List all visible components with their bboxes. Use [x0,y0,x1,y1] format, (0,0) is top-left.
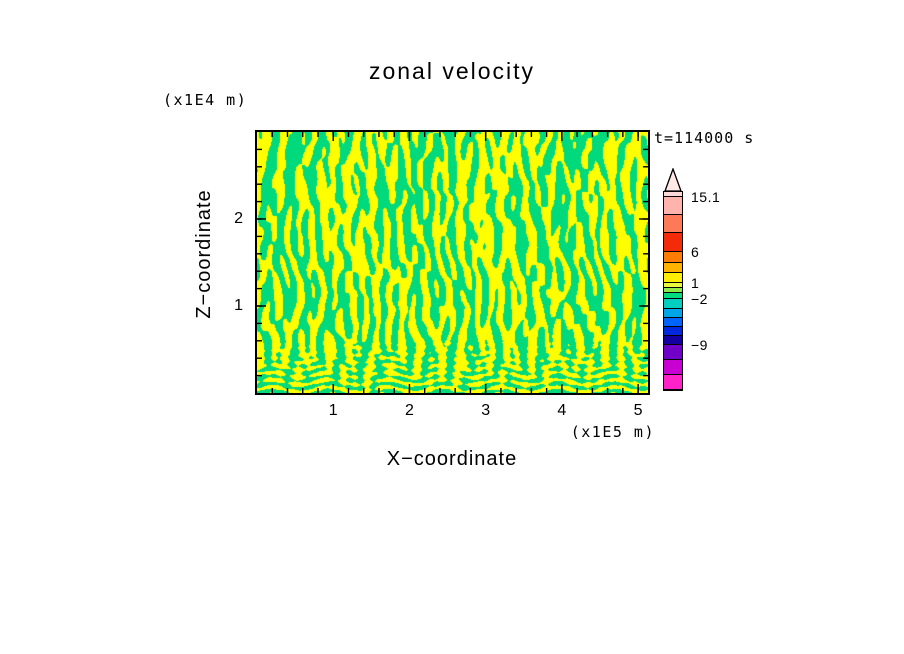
chart-title: zonal velocity [368,58,536,84]
colorbar-segment [664,273,682,283]
colorbar-tick-label: −9 [691,337,708,353]
x-tick-label: 4 [557,402,567,419]
colorbar-segment [664,345,682,360]
colorbar-segment [664,215,682,233]
colorbar-segment [664,318,682,327]
colorbar-segment [664,375,682,390]
colorbar-arrow-tip-icon [664,168,682,192]
colorbar-tick-label: 1 [691,275,700,291]
plot-area [255,130,650,395]
x-tick-label: 5 [633,402,643,419]
velocity-field-canvas [257,132,648,393]
colorbar-segment [664,293,682,299]
colorbar-segment [664,192,682,197]
colorbar-tick-label: 15.1 [691,189,721,205]
colorbar-segment [664,252,682,263]
colorbar-segment [664,233,682,252]
axis-ticks [257,132,648,393]
x-tick-label: 1 [328,402,338,419]
colorbar: 15.1 6 1 −2 −9 [663,168,753,391]
x-axis-unit-label: (x1E5 m) [570,423,655,441]
colorbar-tick-label: −2 [691,291,708,307]
colorbar-segment [664,360,682,375]
x-axis-title: X−coordinate [386,448,518,470]
colorbar-segment [664,263,682,273]
colorbar-segment [664,288,682,293]
colorbar-segments [663,191,683,391]
colorbar-segment [664,336,682,345]
colorbar-segment [664,309,682,318]
y-axis-unit-label: (x1E4 m) [163,91,248,109]
colorbar-segment [664,327,682,336]
colorbar-tick-label: 6 [691,244,700,260]
y-tick-label: 2 [234,210,243,227]
y-tick-label: 1 [234,297,243,314]
colorbar-segment [664,197,682,215]
colorbar-segment [664,299,682,309]
y-axis-title: Z−coordinate [193,189,215,319]
time-annotation: t=114000 s [654,129,755,147]
x-tick-label: 3 [481,402,491,419]
x-tick-label: 2 [404,402,414,419]
colorbar-segment [664,283,682,288]
